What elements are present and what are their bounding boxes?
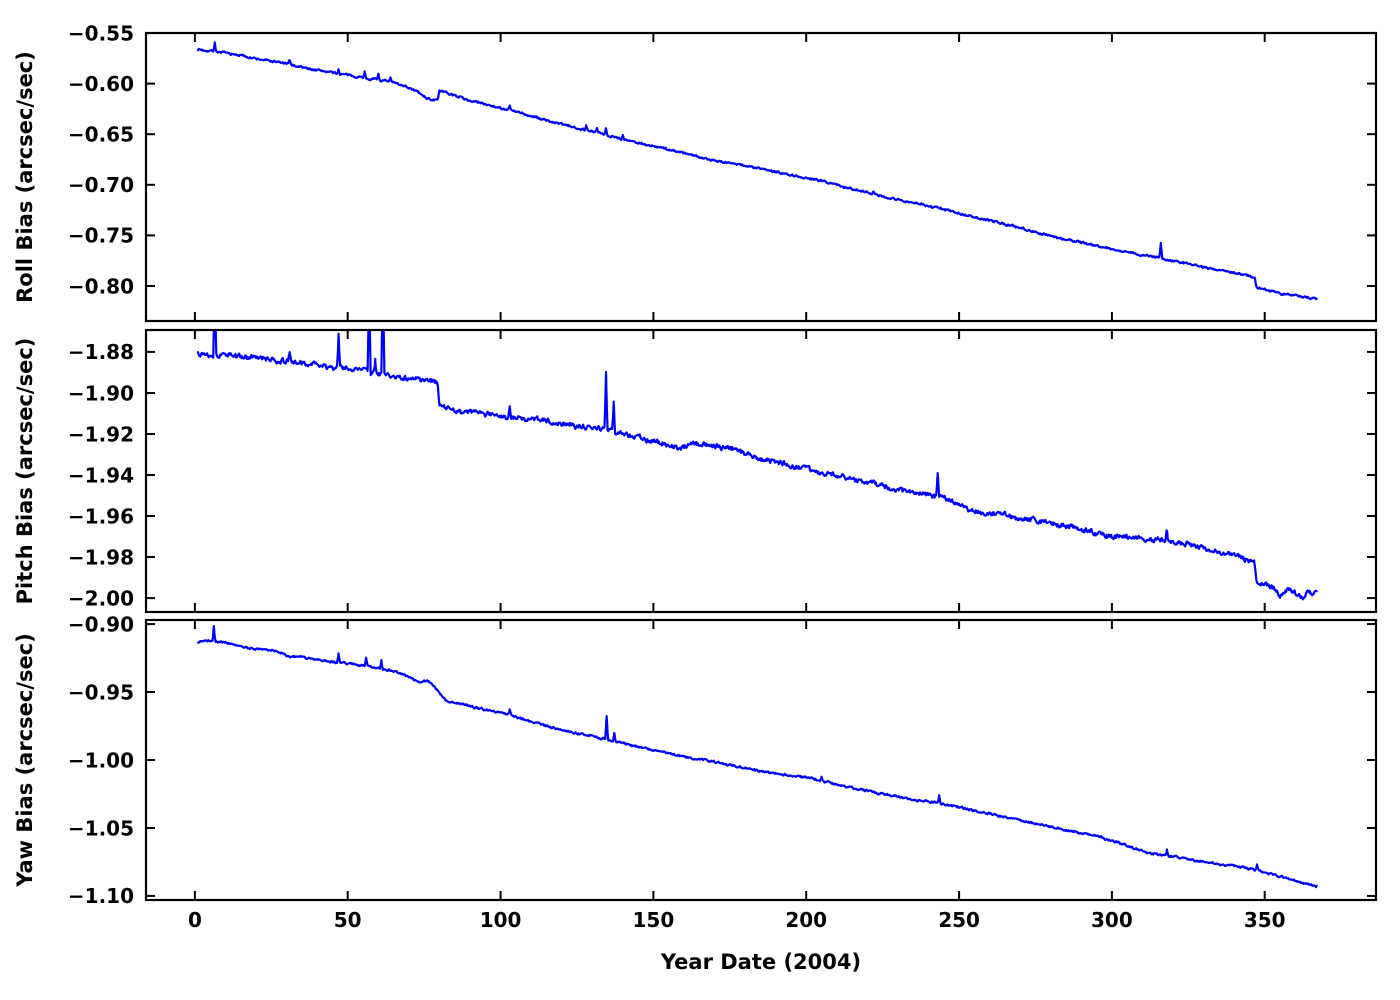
y-tick-label: −0.90: [68, 612, 134, 636]
roll-subplot: −0.55 −0.60 −0.65 −0.70 −0.75 −0.80 Roll Bias …: [13, 21, 1378, 323]
y-tick-label: −2.00: [68, 586, 134, 610]
y-tick-label: −0.60: [68, 72, 134, 96]
y-tick-label: −1.05: [68, 816, 134, 840]
yaw-y-axis-label: Yaw Bias (arcsec/sec): [13, 633, 37, 888]
y-tick-label: −0.65: [68, 123, 134, 147]
yaw-bias-line: [196, 624, 1318, 889]
y-tick-label: −1.92: [68, 422, 134, 446]
y-tick-label: −1.88: [68, 340, 134, 364]
y-tick-label: −0.80: [68, 274, 134, 298]
x-tick-label: 200: [785, 908, 827, 932]
pitch-bias-line: [196, 330, 1318, 601]
y-tick-label: −0.55: [68, 21, 134, 45]
roll-y-axis-label: Roll Bias (arcsec/sec): [13, 51, 37, 303]
x-axis-label: Year Date (2004): [660, 950, 861, 974]
y-tick-label: −1.10: [68, 884, 134, 908]
yaw-subplot: −0.90 −0.95 −1.00 −1.05 −1.10 Yaw Bias (arcse…: [13, 612, 1378, 908]
plot-frame: [144, 618, 1378, 902]
x-tick-label: 50: [334, 908, 362, 932]
y-tick-label: −1.98: [68, 545, 134, 569]
x-tick-label: 0: [188, 908, 202, 932]
y-tick-label: −1.94: [68, 463, 134, 487]
x-tick-label: 300: [1091, 908, 1133, 932]
y-tick-label: −1.00: [68, 748, 134, 772]
y-tick-label: −0.75: [68, 224, 134, 248]
plot-frame: [144, 328, 1378, 614]
pitch-y-axis-label: Pitch Bias (arcsec/sec): [13, 338, 37, 605]
roll-bias-line: [196, 41, 1318, 301]
x-tick-label: 350: [1244, 908, 1286, 932]
plot-frame: [144, 31, 1378, 323]
x-tick-label: 250: [938, 908, 980, 932]
x-tick-label: 150: [633, 908, 675, 932]
y-tick-label: −1.90: [68, 381, 134, 405]
x-tick-label: 100: [480, 908, 522, 932]
y-tick-label: −0.70: [68, 173, 134, 197]
y-tick-label: −0.95: [68, 680, 134, 704]
y-tick-label: −1.96: [68, 504, 134, 528]
pitch-subplot: −1.88 −1.90 −1.92 −1.94 −1.96 −1.98 −2.00 Pitch…: [13, 328, 1378, 614]
x-axis-labels: 0 50 100 150 200 250 300 350 Year Date (2004): [188, 908, 1286, 974]
